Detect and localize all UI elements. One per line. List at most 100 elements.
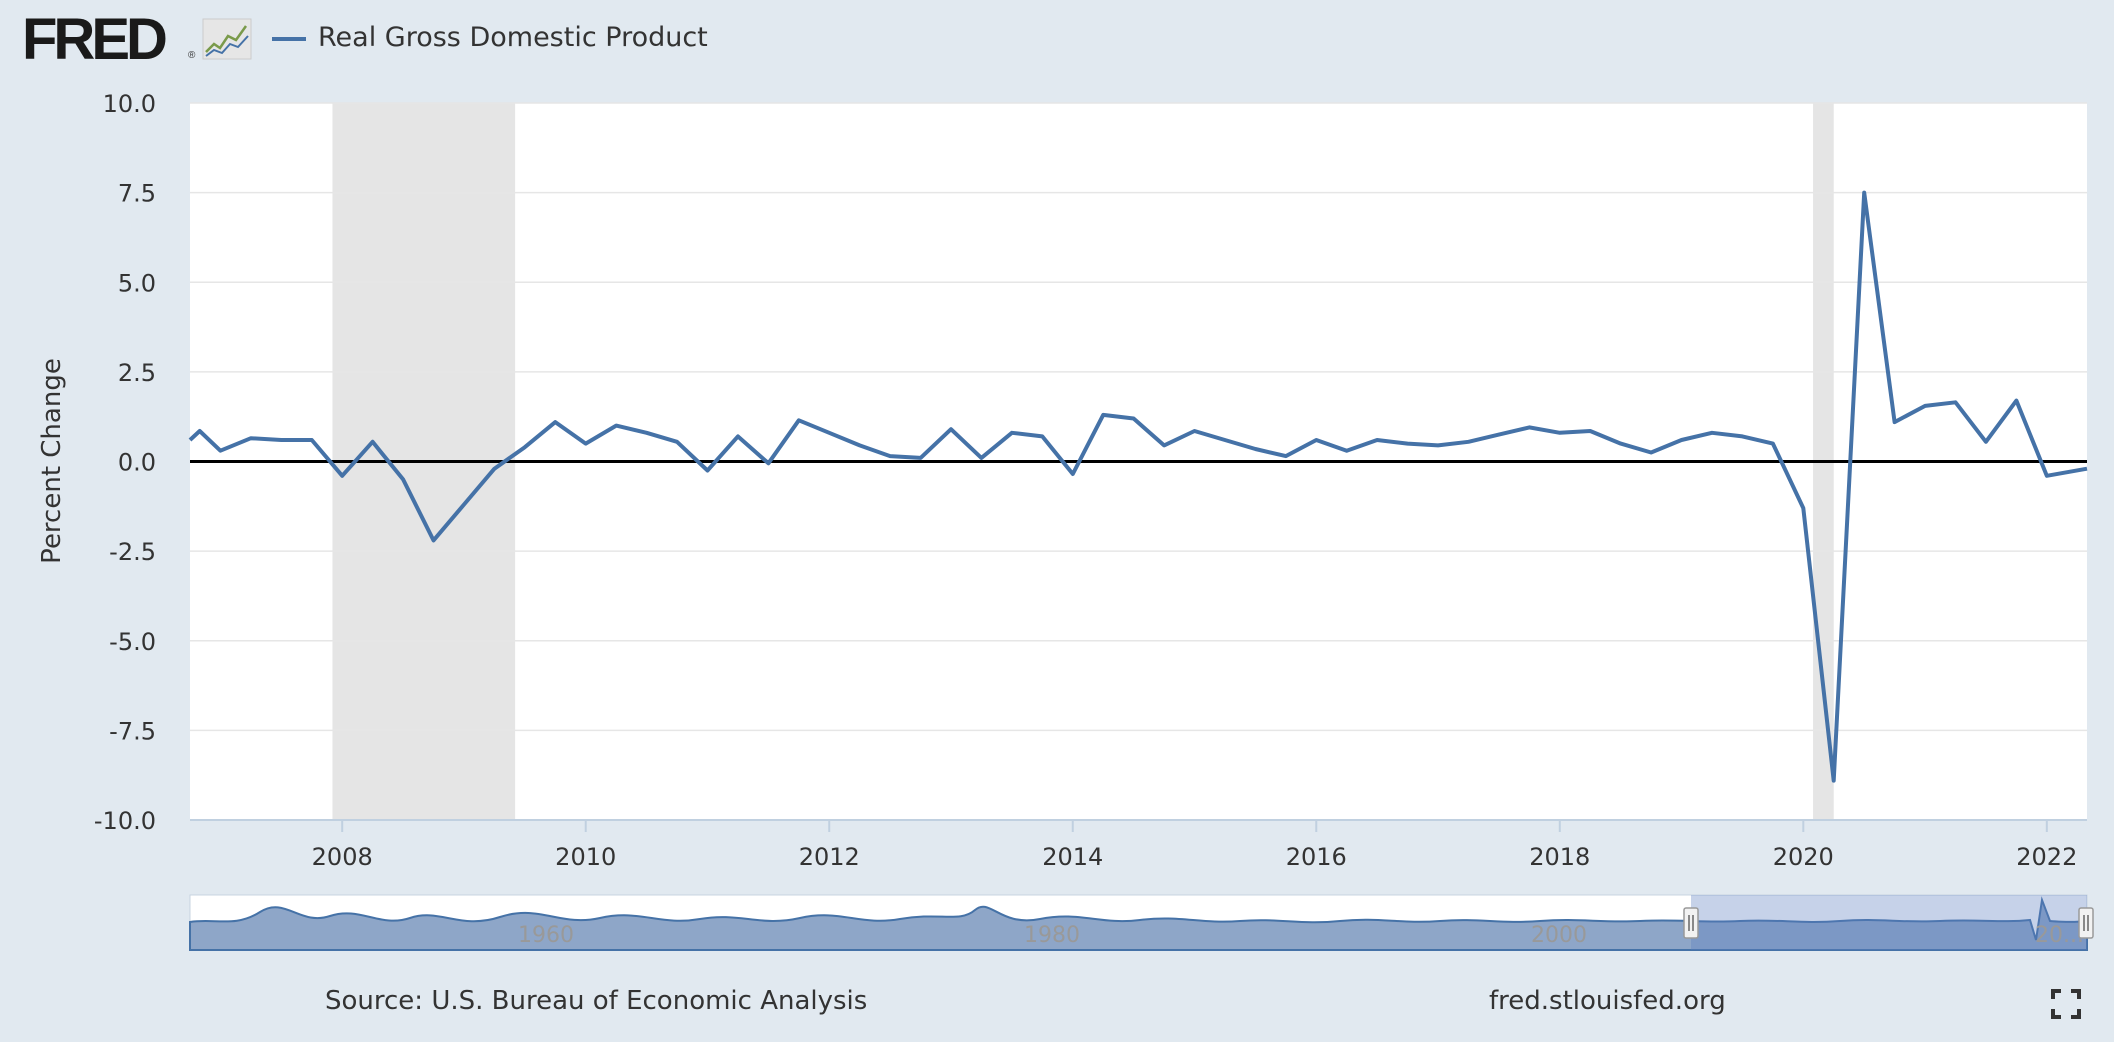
data-point-38[interactable] bbox=[1313, 437, 1319, 443]
navigator-label-2000: 2000 bbox=[1531, 923, 1587, 948]
x-tick-label-5: 2018 bbox=[1529, 843, 1590, 871]
data-point-28[interactable] bbox=[1009, 430, 1015, 436]
x-tick-label-4: 2016 bbox=[1286, 843, 1347, 871]
data-point-54[interactable] bbox=[1800, 505, 1806, 511]
data-point-32[interactable] bbox=[1131, 415, 1137, 421]
data-point-52[interactable] bbox=[1739, 433, 1745, 439]
data-point-17[interactable] bbox=[674, 439, 680, 445]
data-point-42[interactable] bbox=[1435, 442, 1441, 448]
data-point-33[interactable] bbox=[1161, 442, 1167, 448]
data-point-19[interactable] bbox=[735, 433, 741, 439]
data-point-29[interactable] bbox=[1039, 433, 1045, 439]
data-point-55[interactable] bbox=[1831, 778, 1837, 784]
data-point-22[interactable] bbox=[826, 430, 832, 436]
data-point-5[interactable] bbox=[309, 437, 315, 443]
data-point-62[interactable] bbox=[2044, 473, 2050, 479]
data-point-27[interactable] bbox=[978, 455, 984, 461]
data-point-61[interactable] bbox=[2013, 398, 2019, 404]
data-point-53[interactable] bbox=[1770, 441, 1776, 447]
data-point-11[interactable] bbox=[491, 466, 497, 472]
navigator-handle-right[interactable] bbox=[2078, 907, 2094, 939]
data-point-63[interactable] bbox=[2084, 466, 2090, 472]
data-point-58[interactable] bbox=[1922, 403, 1928, 409]
data-point-4[interactable] bbox=[278, 437, 284, 443]
data-point-9[interactable] bbox=[431, 537, 437, 543]
fullscreen-icon[interactable] bbox=[2050, 988, 2082, 1020]
x-tick-label-6: 2020 bbox=[1773, 843, 1834, 871]
y-tick-label-7: 7.5 bbox=[118, 180, 156, 208]
gdp-chart: -10.0-7.5-5.0-2.50.02.55.07.510.0 2008 20… bbox=[37, 90, 2094, 951]
series-line-real-gdp[interactable] bbox=[188, 190, 2088, 783]
y-tick-label-4: 0.0 bbox=[118, 449, 156, 477]
data-point-23[interactable] bbox=[857, 442, 863, 448]
x-tick-label-3: 2014 bbox=[1042, 843, 1103, 871]
data-point-59[interactable] bbox=[1953, 399, 1959, 405]
y-tick-label-8: 10.0 bbox=[103, 90, 156, 118]
data-point-41[interactable] bbox=[1405, 441, 1411, 447]
navigator-handle-left[interactable] bbox=[1683, 907, 1699, 939]
x-tick-label-2: 2012 bbox=[799, 843, 860, 871]
data-point-35[interactable] bbox=[1222, 437, 1228, 443]
data-point-15[interactable] bbox=[613, 423, 619, 429]
chart-header: FRED ® Real Gross Domestic Product bbox=[0, 0, 2114, 80]
data-point-16[interactable] bbox=[644, 430, 650, 436]
data-point-12[interactable] bbox=[522, 444, 528, 450]
fred-logo[interactable]: FRED bbox=[22, 7, 168, 72]
y-tick-label-3: -2.5 bbox=[109, 538, 156, 566]
data-point-45[interactable] bbox=[1526, 424, 1532, 430]
y-tick-label-5: 2.5 bbox=[118, 359, 156, 387]
x-tick-label-0: 2008 bbox=[312, 843, 373, 871]
data-point-31[interactable] bbox=[1100, 412, 1106, 418]
data-point-26[interactable] bbox=[948, 426, 954, 432]
x-axis: 2008 2010 2012 2014 2016 2018 2020 2022 bbox=[190, 819, 2087, 871]
data-point-25[interactable] bbox=[918, 455, 924, 461]
data-point-56[interactable] bbox=[1861, 190, 1867, 196]
data-point-49[interactable] bbox=[1648, 450, 1654, 456]
data-point-13[interactable] bbox=[552, 419, 558, 425]
data-point-10[interactable] bbox=[461, 502, 467, 508]
navigator-series bbox=[189, 896, 2088, 951]
data-point-7[interactable] bbox=[370, 439, 376, 445]
data-point-34[interactable] bbox=[1192, 428, 1198, 434]
data-point-8[interactable] bbox=[400, 476, 406, 482]
logo-registered-mark: ® bbox=[188, 50, 196, 61]
data-point-36[interactable] bbox=[1252, 446, 1258, 452]
data-point-57[interactable] bbox=[1892, 419, 1898, 425]
data-point-2[interactable] bbox=[217, 448, 223, 454]
fred-chart-icon bbox=[202, 18, 252, 60]
data-point-39[interactable] bbox=[1344, 448, 1350, 454]
data-point-18[interactable] bbox=[704, 467, 710, 473]
data-point-40[interactable] bbox=[1374, 437, 1380, 443]
y-tick-label-1: -7.5 bbox=[109, 717, 156, 745]
data-point-60[interactable] bbox=[1983, 439, 1989, 445]
navigator-label-1960: 1960 bbox=[518, 923, 574, 948]
source-note: Source: U.S. Bureau of Economic Analysis bbox=[325, 986, 868, 1016]
navigator-selection[interactable] bbox=[1691, 895, 2087, 950]
data-point-20[interactable] bbox=[765, 460, 771, 466]
data-point-43[interactable] bbox=[1465, 439, 1471, 445]
data-point-46[interactable] bbox=[1557, 430, 1563, 436]
data-point-0[interactable] bbox=[187, 437, 193, 443]
data-point-51[interactable] bbox=[1709, 430, 1715, 436]
data-point-47[interactable] bbox=[1587, 428, 1593, 434]
data-point-37[interactable] bbox=[1283, 453, 1289, 459]
data-point-6[interactable] bbox=[339, 473, 345, 479]
data-point-3[interactable] bbox=[248, 435, 254, 441]
data-point-1[interactable] bbox=[197, 428, 203, 434]
y-axis-label: Percent Change bbox=[37, 358, 67, 564]
data-point-30[interactable] bbox=[1070, 471, 1076, 477]
navigator-label-20xx: 20... bbox=[2035, 923, 2084, 948]
x-tick-label-1: 2010 bbox=[555, 843, 616, 871]
data-point-48[interactable] bbox=[1618, 441, 1624, 447]
data-point-50[interactable] bbox=[1679, 437, 1685, 443]
data-point-21[interactable] bbox=[796, 417, 802, 423]
site-link[interactable]: fred.stlouisfed.org bbox=[1489, 986, 1726, 1016]
y-tick-label-0: -10.0 bbox=[94, 807, 156, 835]
navigator[interactable]: 1960 1980 2000 20... bbox=[189, 894, 2094, 951]
y-tick-label-2: -5.0 bbox=[109, 628, 156, 656]
data-point-24[interactable] bbox=[887, 453, 893, 459]
legend-series-label[interactable]: Real Gross Domestic Product bbox=[318, 22, 708, 53]
y-axis: -10.0 -7.5 -5.0 -2.5 0.0 2.5 5.0 7.5 10.0 bbox=[94, 90, 156, 835]
data-point-14[interactable] bbox=[583, 441, 589, 447]
data-point-44[interactable] bbox=[1496, 432, 1502, 438]
